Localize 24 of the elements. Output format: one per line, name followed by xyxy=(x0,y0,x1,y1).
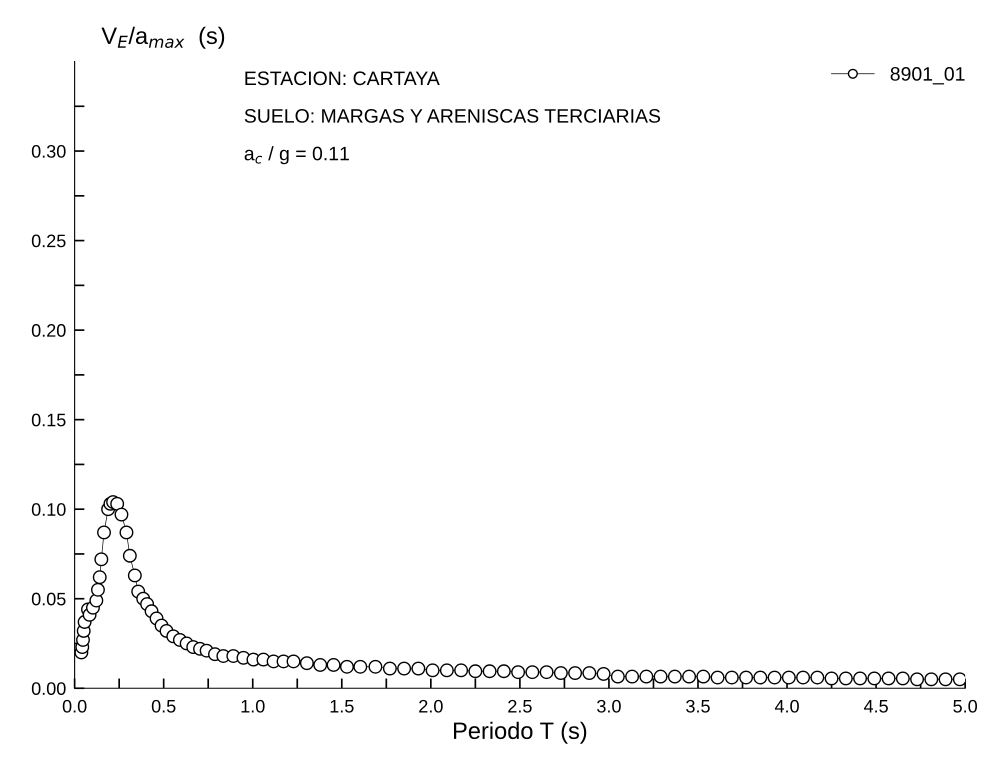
x-tick-label: 4.0 xyxy=(774,700,799,713)
legend-label: 8901_01 xyxy=(890,67,965,84)
x-tick-label: 1.0 xyxy=(242,700,265,713)
annotation: SUELO: MARGAS Y ARENISCAS TERCIARIAS xyxy=(244,109,660,123)
annotation: ESTACION: CARTAYA xyxy=(245,71,440,86)
y-tick-label: 0.30 xyxy=(32,144,66,158)
y-tick-label: 0.25 xyxy=(32,234,66,248)
y-tick-label: 0.10 xyxy=(32,503,66,516)
x-tick-label: 2.0 xyxy=(419,700,443,713)
x-tick-label: 3.0 xyxy=(597,700,621,713)
x-tick-label: 3.5 xyxy=(686,700,710,713)
x-axis-title: Periodo T (s) xyxy=(454,722,586,744)
x-tick-label: 0.0 xyxy=(62,700,86,713)
x-tick-label: 4.5 xyxy=(864,700,888,713)
x-tick-label: 0.5 xyxy=(152,700,176,713)
x-tick-label: 1.5 xyxy=(330,700,354,713)
x-tick-label: 5.0 xyxy=(953,700,977,713)
y-tick-label: 0.05 xyxy=(32,592,66,606)
y-axis-title: V$_{E}$/a$_{max}$ (s) xyxy=(101,26,224,49)
y-tick-label: 0.20 xyxy=(32,324,66,337)
y-tick-label: 0.00 xyxy=(32,682,66,695)
x-tick-label: 2.5 xyxy=(508,700,532,713)
annotation: a$_{c}$ / g = 0.11 xyxy=(244,146,349,164)
y-tick-label: 0.15 xyxy=(32,414,66,426)
